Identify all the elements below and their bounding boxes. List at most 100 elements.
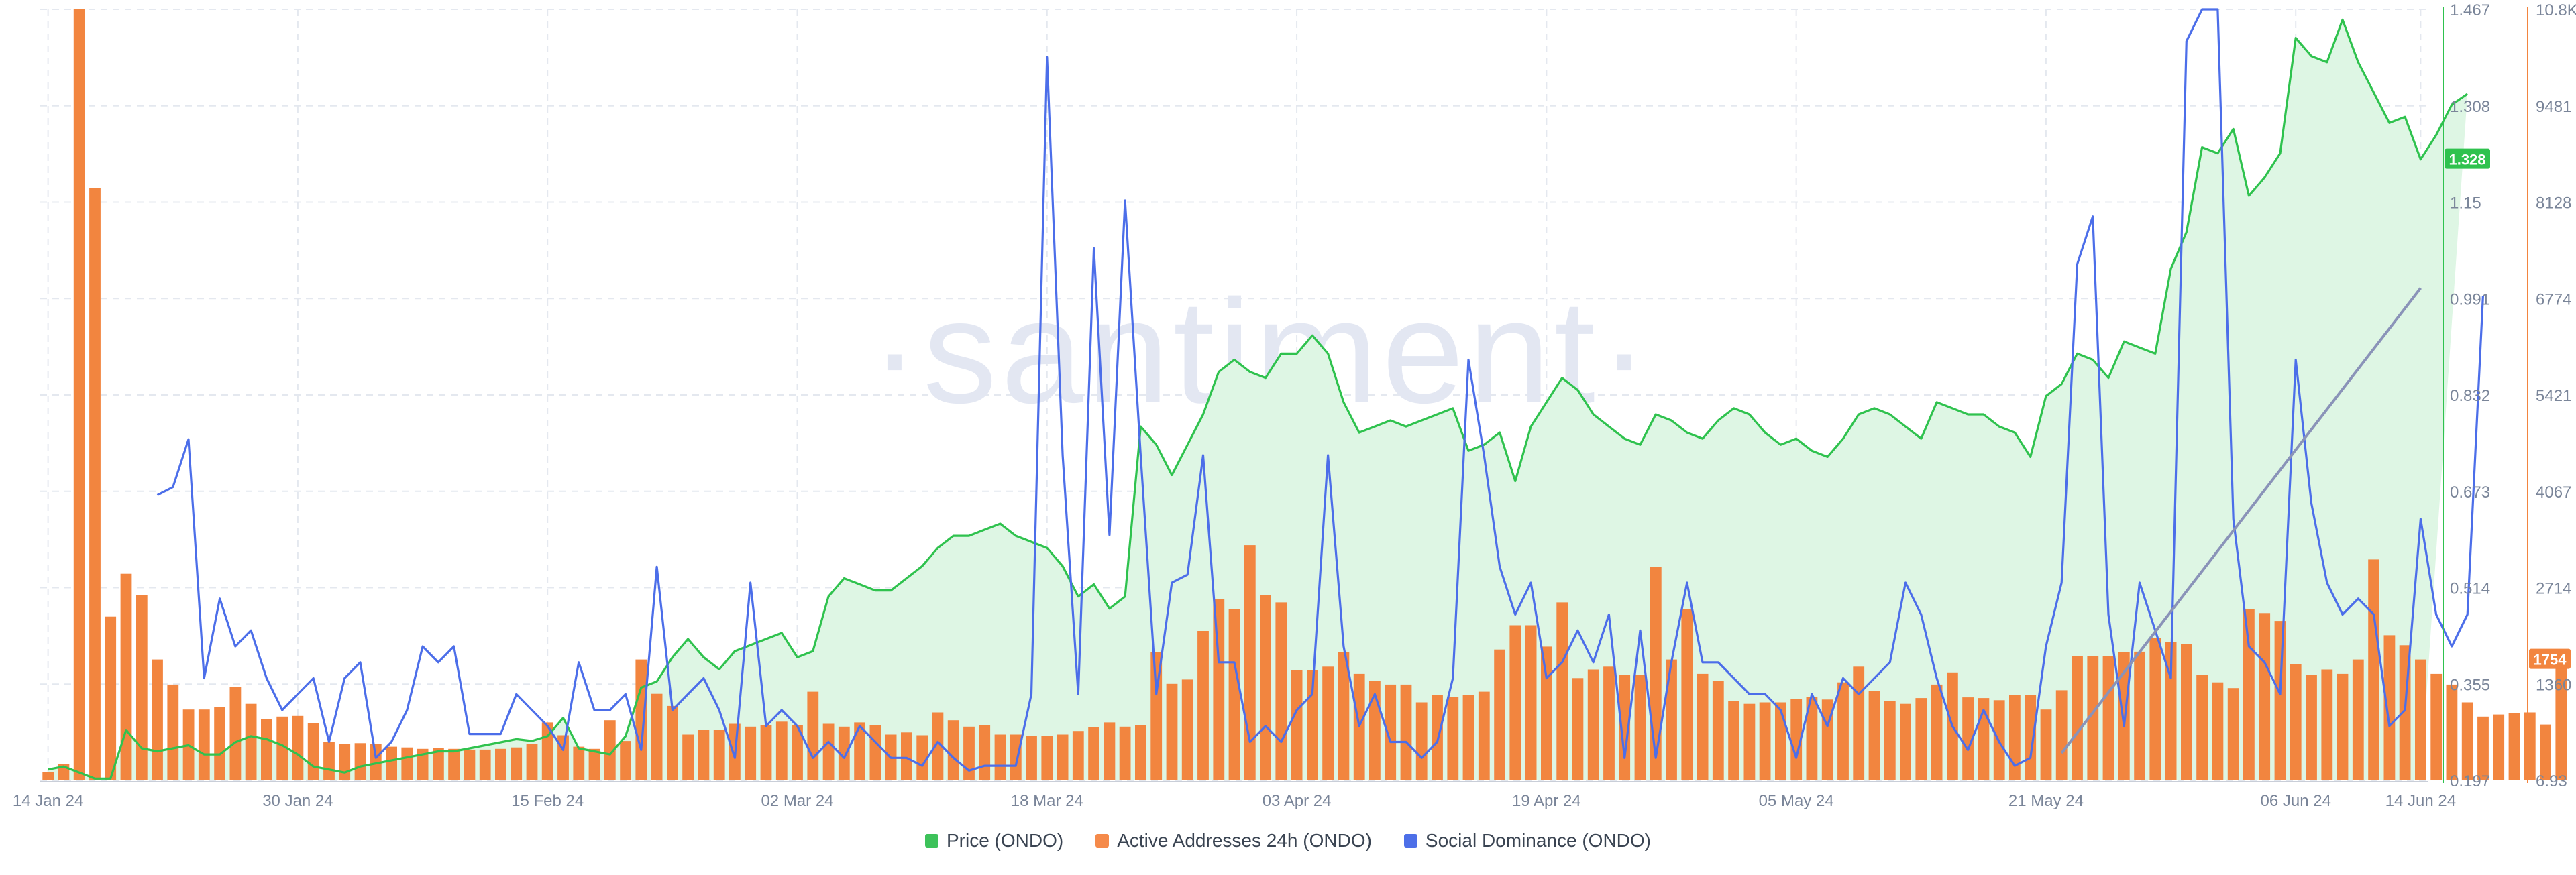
legend-swatch-price <box>924 834 938 848</box>
active-addresses-bar <box>807 691 819 780</box>
active-addresses-tick-label: 10.8K <box>2536 1 2576 19</box>
active-addresses-bar <box>1868 691 1880 780</box>
price-tick-label: 0.514 <box>2450 580 2490 598</box>
active-addresses-bar <box>979 725 991 780</box>
active-addresses-bar <box>682 734 694 780</box>
active-addresses-bar <box>1228 609 1240 780</box>
active-addresses-bar <box>854 722 865 780</box>
x-tick-label: 15 Feb 24 <box>511 792 584 810</box>
active-addresses-bar <box>2383 635 2396 780</box>
active-addresses-bar <box>245 703 257 780</box>
price-tick-label: 1.308 <box>2450 98 2490 116</box>
active-addresses-bar <box>1057 734 1069 780</box>
active-addresses-bar <box>2508 713 2520 780</box>
active-addresses-bar <box>1603 666 1615 780</box>
active-addresses-bar <box>838 726 850 780</box>
active-addresses-bar <box>276 716 288 780</box>
active-addresses-bar <box>2040 709 2052 780</box>
active-addresses-bar <box>1666 659 1677 780</box>
active-addresses-bar <box>1322 666 1334 780</box>
active-addresses-bar <box>604 720 616 780</box>
active-addresses-bar <box>1900 703 1911 780</box>
active-addresses-bar <box>2181 644 2192 780</box>
active-addresses-bar <box>1291 670 1303 780</box>
active-addresses-bar <box>136 595 148 780</box>
active-addresses-bar <box>2446 684 2458 780</box>
active-addresses-bar <box>1634 675 1646 780</box>
active-addresses-bar <box>667 705 678 780</box>
active-addresses-bar <box>994 734 1006 780</box>
active-addresses-bar <box>1462 695 1474 780</box>
x-tick-label: 05 May 24 <box>1759 792 1834 810</box>
active-addresses-bar <box>448 748 460 780</box>
active-addresses-bar <box>2072 656 2083 780</box>
active-addresses-bar <box>105 616 117 780</box>
active-addresses-bar <box>635 659 647 780</box>
active-addresses-bar <box>1041 736 1053 780</box>
legend-label-price: Price (ONDO) <box>946 830 1064 851</box>
active-addresses-bar <box>2259 613 2271 780</box>
active-addresses-bar <box>526 744 538 780</box>
active-addresses-bar <box>1385 684 1397 780</box>
active-addresses-bar <box>1775 702 1786 780</box>
active-addresses-bar <box>339 744 351 780</box>
active-addresses-bar <box>2025 695 2037 780</box>
active-addresses-tick-label: 2714 <box>2536 580 2571 598</box>
active-addresses-bar <box>479 749 491 780</box>
active-addresses-bar <box>1681 609 1693 780</box>
active-addresses-bar <box>2368 559 2379 780</box>
active-addresses-bar <box>651 693 663 780</box>
legend-item-price[interactable]: Price (ONDO) <box>924 830 1064 852</box>
legend-item-social-dominance[interactable]: Social Dominance (ONDO) <box>1403 830 1651 852</box>
price-tick-label: 0.991 <box>2450 290 2490 308</box>
active-addresses-bar <box>417 748 429 780</box>
active-addresses-last-value-badge <box>2529 648 2571 669</box>
active-addresses-bar <box>1415 702 1428 780</box>
active-addresses-bar <box>2555 655 2567 780</box>
active-addresses-bar <box>573 746 585 780</box>
active-addresses-bar <box>2415 659 2426 780</box>
active-addresses-bar <box>2321 669 2333 780</box>
active-addresses-bar <box>2009 695 2021 780</box>
active-addresses-bar <box>2055 690 2068 780</box>
active-addresses-bar <box>2306 675 2317 780</box>
active-addresses-bar <box>1181 679 1193 780</box>
active-addresses-bar <box>1853 666 1865 780</box>
active-addresses-bar <box>386 746 397 780</box>
active-addresses-bar <box>1509 625 1521 780</box>
active-addresses-bar <box>1650 567 1662 780</box>
x-tick-label: 18 Mar 24 <box>1011 792 1083 810</box>
active-addresses-tick-label: 9481 <box>2536 98 2571 116</box>
active-addresses-bar <box>745 726 757 780</box>
active-addresses-tick-label: 5421 <box>2536 387 2571 405</box>
active-addresses-last-value-label: 1754 <box>2534 652 2567 668</box>
active-addresses-bar <box>2274 621 2286 780</box>
active-addresses-bar <box>1400 684 1412 780</box>
price-tick-label: 1.15 <box>2450 194 2481 213</box>
x-tick-label: 06 Jun 24 <box>2261 792 2331 810</box>
active-addresses-bar <box>214 707 225 780</box>
active-addresses-tick-label: 1360 <box>2536 676 2571 694</box>
active-addresses-bar <box>2102 656 2114 780</box>
active-addresses-tick-label: 4067 <box>2536 483 2571 502</box>
active-addresses-bar <box>1525 625 1537 780</box>
active-addresses-bar <box>2227 688 2239 780</box>
price-tick-label: 1.467 <box>2450 1 2490 19</box>
active-addresses-bar <box>495 748 506 780</box>
active-addresses-bar <box>1806 697 1818 780</box>
active-addresses-bar <box>869 725 881 780</box>
active-addresses-bar <box>1743 703 1756 780</box>
active-addresses-bar <box>198 709 210 780</box>
active-addresses-tick-label: 8128 <box>2536 194 2571 213</box>
active-addresses-bar <box>1135 725 1146 780</box>
active-addresses-bars <box>42 9 2567 780</box>
active-addresses-bar <box>2493 714 2505 780</box>
active-addresses-bar <box>792 725 803 780</box>
active-addresses-bar <box>713 730 725 780</box>
price-area-layer <box>48 19 2468 780</box>
active-addresses-bar <box>760 725 772 780</box>
price-tick-label: 0.197 <box>2450 772 2490 791</box>
legend-item-active-addresses[interactable]: Active Addresses 24h (ONDO) <box>1095 830 1372 852</box>
x-tick-label: 14 Jun 24 <box>2385 792 2456 810</box>
